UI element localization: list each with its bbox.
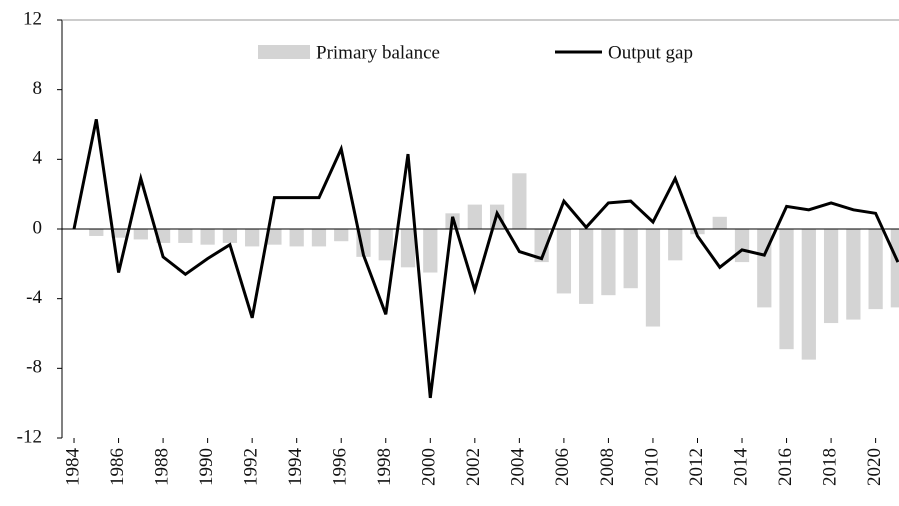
bar bbox=[289, 229, 304, 247]
legend: Primary balance Output gap bbox=[258, 42, 693, 63]
bar bbox=[245, 229, 260, 247]
bar bbox=[111, 229, 126, 238]
bar bbox=[512, 173, 527, 229]
y-tick-label: 12 bbox=[23, 8, 42, 29]
x-tick-label: 2012 bbox=[686, 448, 707, 486]
y-tick-label: 4 bbox=[33, 148, 43, 169]
x-tick-label: 1998 bbox=[374, 448, 395, 486]
bar bbox=[690, 229, 705, 235]
x-tick-label: 2016 bbox=[775, 448, 796, 486]
bar bbox=[200, 229, 215, 245]
x-tick-label: 2006 bbox=[552, 448, 573, 486]
x-tick-label: 2018 bbox=[819, 448, 840, 486]
y-tick-label: -8 bbox=[26, 357, 42, 378]
axes: -12 -8 -4 0 4 8 12 1984 1986 1988 1990 1992 1994 1996… bbox=[17, 8, 899, 486]
bar bbox=[267, 229, 282, 245]
x-tick-label: 1996 bbox=[330, 448, 351, 486]
bar bbox=[534, 229, 549, 263]
legend-swatch bbox=[258, 45, 310, 59]
bar-layer bbox=[89, 173, 899, 360]
bar bbox=[222, 229, 238, 243]
x-tick-label: 2008 bbox=[597, 448, 618, 486]
bar bbox=[868, 229, 883, 310]
y-tick-label: 8 bbox=[33, 78, 43, 99]
bar bbox=[579, 229, 594, 304]
bar bbox=[334, 229, 349, 242]
legend-label: Primary balance bbox=[316, 42, 440, 63]
x-tick-label: 1986 bbox=[107, 448, 128, 486]
x-tick-label: 2000 bbox=[419, 448, 440, 486]
x-tick-label: 1984 bbox=[62, 448, 83, 487]
x-tick-label: 2010 bbox=[641, 448, 662, 486]
bar bbox=[467, 204, 482, 229]
line-layer bbox=[72, 119, 899, 399]
bar bbox=[378, 229, 393, 261]
y-tick-label: -12 bbox=[17, 426, 42, 447]
bar bbox=[645, 229, 661, 327]
bar bbox=[801, 229, 816, 360]
bar bbox=[89, 229, 104, 236]
x-tick-label: 1994 bbox=[285, 448, 306, 487]
bar bbox=[601, 229, 616, 296]
x-tick-label: 2004 bbox=[508, 448, 529, 487]
bar bbox=[890, 229, 899, 308]
bar bbox=[623, 229, 638, 289]
x-tick-label: 1992 bbox=[241, 448, 262, 486]
bar bbox=[823, 229, 839, 324]
bar bbox=[133, 229, 148, 240]
line bbox=[72, 119, 899, 399]
x-tick-label: 1988 bbox=[151, 448, 172, 486]
y-tick-label: 0 bbox=[33, 217, 43, 238]
bar bbox=[423, 229, 438, 273]
bar bbox=[400, 229, 416, 268]
bar bbox=[311, 229, 327, 247]
x-tick-label: 2020 bbox=[864, 448, 885, 486]
bar bbox=[779, 229, 794, 350]
bar bbox=[846, 229, 861, 320]
bar bbox=[178, 229, 193, 243]
legend-label: Output gap bbox=[608, 42, 693, 63]
bar bbox=[734, 229, 750, 263]
bar bbox=[556, 229, 572, 294]
bar bbox=[668, 229, 683, 261]
x-tick-label: 2014 bbox=[730, 448, 751, 487]
x-tick-label: 2002 bbox=[463, 448, 484, 486]
bar bbox=[712, 216, 727, 229]
x-tick-label: 1990 bbox=[196, 448, 217, 486]
y-tick-label: -4 bbox=[26, 287, 42, 308]
